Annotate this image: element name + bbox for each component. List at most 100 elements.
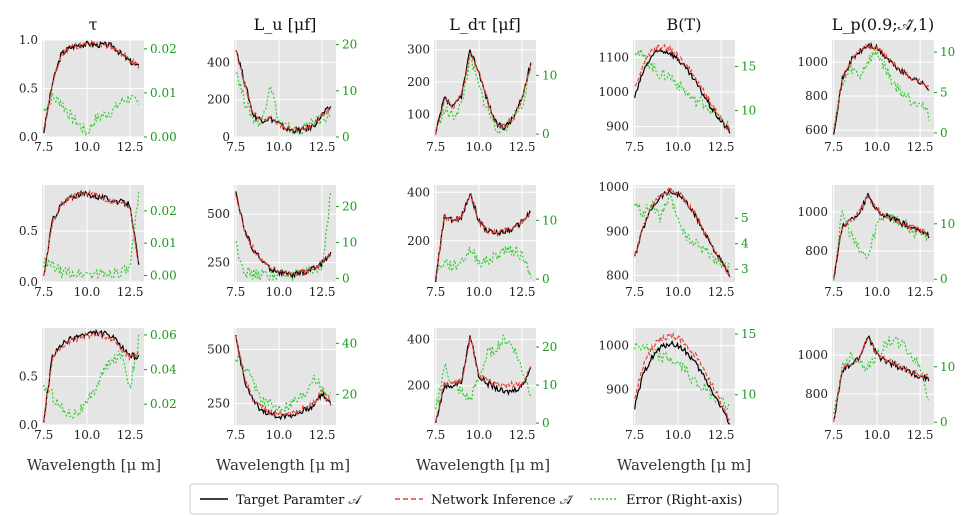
x-tick-label: 12.5 <box>907 285 934 299</box>
error-series-line <box>435 245 532 279</box>
inference-series-line <box>634 187 731 278</box>
y-tick-label: 600 <box>805 123 828 137</box>
right-tick-label: 0 <box>342 271 350 285</box>
right-tick-label: 5 <box>741 211 749 225</box>
panel-r1-c0: 7.5 10.0 12.5 0.0 0.5 0.00 0.01 0.02 <box>19 185 177 299</box>
x-tick-label: 10.0 <box>466 285 493 299</box>
right-tick-label: 0.06 <box>150 328 177 342</box>
panel-title: τ <box>89 15 98 34</box>
right-tick-label: 10 <box>542 68 557 82</box>
panel-title: B(T) <box>667 15 702 34</box>
x-tick-label: 12.5 <box>309 428 336 442</box>
panel-r0-c0: 7.5 10.0 12.5 0.0 0.5 1.0 0.00 0.01 0.02 τ <box>19 15 177 154</box>
y-tick-label: 1000 <box>797 55 828 69</box>
y-tick-label: 500 <box>207 207 230 221</box>
plot-area <box>42 185 144 282</box>
y-tick-label: 800 <box>805 89 828 103</box>
right-tick-label: 10 <box>940 45 955 59</box>
y-tick-label: 0 <box>222 130 230 144</box>
panel-r0-c2: 7.5 10.0 12.5 100 200 300 0 10 L_dτ [μf] <box>407 15 557 154</box>
x-tick-label: 10.0 <box>74 140 101 154</box>
right-tick-label: 0.02 <box>150 204 177 218</box>
x-tick-label: 12.5 <box>117 140 144 154</box>
right-tick-label: 40 <box>342 336 357 350</box>
y-tick-label: 200 <box>407 75 430 89</box>
legend-target-label: Target Paramter 𝒜 <box>236 493 362 508</box>
y-tick-label: 900 <box>606 224 629 238</box>
x-tick-label: 10.0 <box>74 285 101 299</box>
inference-series-line <box>235 194 332 278</box>
right-tick-label: 10 <box>940 217 955 231</box>
panel-r0-c4: 7.5 10.0 12.5 600 800 1000 0 5 10 L_p(0.9;𝒜̂,1) <box>797 15 955 154</box>
panel-r1-c3: 7.5 10.0 12.5 800 900 1000 3 4 5 <box>598 180 749 299</box>
legend-error-label: Error (Right-axis) <box>626 493 742 508</box>
target-series-line <box>43 189 140 276</box>
right-tick-label: 0.02 <box>150 42 177 56</box>
inference-series-line <box>43 189 140 277</box>
legend-box <box>189 483 779 515</box>
error-series-line <box>435 52 532 135</box>
right-tick-label: 0.01 <box>150 236 177 250</box>
inference-series-line <box>833 337 930 423</box>
inference-series-line <box>435 52 532 136</box>
x-tick-label: 7.5 <box>824 428 843 442</box>
right-tick-label: 10 <box>940 360 955 374</box>
right-tick-label: 0 <box>542 272 550 286</box>
x-tick-label: 10.0 <box>864 285 891 299</box>
legend-inference-label: Network Inference 𝒜̂ <box>431 493 574 508</box>
y-tick-label: 1000 <box>797 205 828 219</box>
y-tick-label: 0.5 <box>19 82 38 96</box>
x-tick-label: 7.5 <box>625 140 644 154</box>
x-tick-label: 7.5 <box>34 428 53 442</box>
right-tick-label: 0.00 <box>150 130 177 144</box>
error-series-line <box>634 48 731 131</box>
target-series-line <box>833 41 930 135</box>
error-series-line <box>43 191 140 280</box>
y-tick-label: 400 <box>207 55 230 69</box>
x-tick-label: 7.5 <box>426 428 445 442</box>
y-tick-label: 200 <box>407 379 430 393</box>
x-tick-label: 12.5 <box>117 285 144 299</box>
right-tick-label: 0.04 <box>150 363 177 377</box>
x-tick-label: 12.5 <box>509 140 536 154</box>
right-tick-label: 0.02 <box>150 397 177 411</box>
x-tick-label: 7.5 <box>426 140 445 154</box>
y-tick-label: 1000 <box>598 180 629 194</box>
error-series-line <box>43 332 140 419</box>
y-tick-label: 250 <box>207 256 230 270</box>
y-tick-label: 800 <box>606 268 629 282</box>
right-tick-label: 20 <box>342 387 357 401</box>
y-tick-label: 1100 <box>598 50 629 64</box>
x-tick-label: 7.5 <box>824 140 843 154</box>
x-tick-label: 12.5 <box>708 428 735 442</box>
inference-series-line <box>833 42 930 131</box>
x-tick-label: 7.5 <box>625 428 644 442</box>
x-tick-label: 10.0 <box>266 285 293 299</box>
y-tick-label: 900 <box>606 120 629 134</box>
right-tick-label: 20 <box>342 38 357 52</box>
y-tick-label: 0.0 <box>19 418 38 432</box>
inference-series-line <box>43 331 140 421</box>
y-tick-label: 1.0 <box>19 33 38 47</box>
x-tick-label: 7.5 <box>426 285 445 299</box>
inference-series-line <box>235 49 332 134</box>
plot-area <box>832 185 934 282</box>
error-series-line <box>833 49 930 126</box>
right-tick-label: 0.01 <box>150 86 177 100</box>
panel-r1-c4: 7.5 10.0 12.5 800 1000 0 10 <box>797 185 955 299</box>
right-tick-label: 5 <box>940 86 948 100</box>
error-series-line <box>634 192 731 274</box>
panel-r1-c1: 7.5 10.0 12.5 250 500 0 10 20 <box>207 185 357 299</box>
x-tick-label: 10.0 <box>665 285 692 299</box>
right-tick-label: 15 <box>741 327 756 341</box>
panel-r2-c1: 7.5 10.0 12.5 250 500 20 40 <box>207 328 357 442</box>
plot-area <box>434 328 536 425</box>
x-tick-label: 10.0 <box>665 140 692 154</box>
x-tick-label: 10.0 <box>266 140 293 154</box>
panel-r2-c2: 7.5 10.0 12.5 200 400 0 10 20 <box>407 328 557 442</box>
inference-series-line <box>43 41 140 131</box>
panel-r0-c3: 7.5 10.0 12.5 900 1000 1100 10 15 B(T) <box>598 15 756 154</box>
y-tick-label: 900 <box>606 383 629 397</box>
